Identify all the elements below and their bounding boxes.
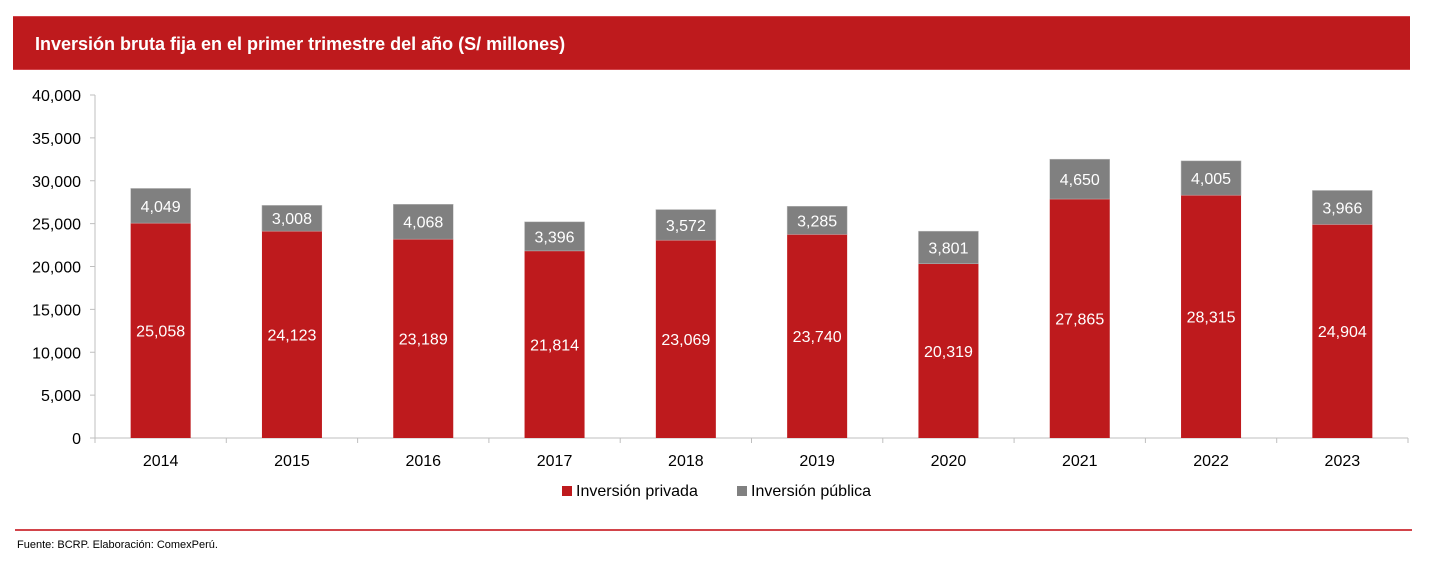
data-label-privada: 24,904 [1318, 324, 1367, 341]
bar-privada [524, 250, 585, 438]
bar-privada [787, 234, 848, 438]
data-label-privada: 23,069 [661, 332, 710, 349]
legend-swatch-publica [737, 486, 747, 496]
data-label-privada: 25,058 [136, 324, 185, 341]
legend-label-privada: Inversión privada [576, 483, 698, 500]
y-tick-label: 35,000 [32, 131, 81, 148]
bar-publica [393, 204, 454, 240]
data-label-privada: 28,315 [1187, 310, 1236, 327]
data-label-publica: 3,801 [928, 240, 968, 257]
data-label-privada: 21,814 [530, 337, 579, 354]
bar-privada [1049, 199, 1110, 438]
y-tick-label: 40,000 [32, 88, 81, 105]
footer-divider [15, 529, 1412, 531]
data-label-privada: 24,123 [267, 328, 316, 345]
data-label-publica: 4,650 [1060, 172, 1100, 189]
y-tick-label: 5,000 [41, 388, 81, 405]
bar-publica [261, 205, 323, 232]
bar-privada [261, 231, 322, 438]
bar-publica [1180, 160, 1242, 196]
bar-publica [1312, 190, 1373, 225]
x-tick-label: 2014 [143, 453, 179, 470]
data-label-publica: 4,005 [1191, 171, 1231, 188]
data-label-publica: 3,285 [797, 213, 837, 230]
bar-publica [655, 209, 717, 241]
title-bar: Inversión bruta fija en el primer trimes… [13, 16, 1410, 70]
x-tick-label: 2018 [668, 453, 704, 470]
y-tick-label: 15,000 [32, 302, 81, 319]
bar-publica [786, 206, 848, 235]
data-label-privada: 23,189 [399, 332, 448, 349]
legend-swatch-privada [562, 486, 572, 496]
bar-privada [393, 239, 454, 438]
data-label-publica: 4,068 [403, 215, 443, 232]
bar-publica [918, 230, 979, 265]
x-tick-label: 2016 [405, 453, 441, 470]
bar-privada [130, 223, 191, 438]
data-label-privada: 27,865 [1055, 312, 1104, 329]
x-tick-label: 2023 [1325, 453, 1361, 470]
data-label-publica: 3,572 [666, 218, 706, 235]
y-tick-label: 10,000 [32, 345, 81, 362]
y-tick-label: 20,000 [32, 260, 81, 277]
bar-privada [1312, 224, 1373, 438]
bar-publica [130, 188, 191, 224]
bar-privada [918, 263, 979, 438]
data-label-publica: 3,396 [535, 229, 575, 246]
x-tick-label: 2021 [1062, 453, 1098, 470]
x-tick-label: 2022 [1193, 453, 1229, 470]
data-label-privada: 23,740 [793, 329, 842, 346]
bar-publica [524, 221, 585, 252]
data-label-privada: 20,319 [924, 344, 973, 361]
y-tick-label: 0 [72, 431, 81, 448]
y-tick-label: 25,000 [32, 217, 81, 234]
chart-title: Inversión bruta fija en el primer trimes… [35, 34, 566, 54]
x-tick-label: 2019 [799, 453, 835, 470]
y-tick-label: 30,000 [32, 174, 81, 191]
data-label-publica: 3,008 [272, 211, 312, 228]
legend-label-publica: Inversión pública [751, 483, 871, 500]
data-label-publica: 3,966 [1322, 200, 1362, 217]
x-tick-label: 2020 [931, 453, 967, 470]
bar-publica [1049, 158, 1110, 200]
source-note: Fuente: BCRP. Elaboración: ComexPerú. [17, 539, 218, 551]
bar-privada [655, 240, 716, 438]
data-label-publica: 4,049 [141, 199, 181, 216]
x-tick-label: 2015 [274, 453, 310, 470]
x-tick-label: 2017 [537, 453, 573, 470]
bar-privada [1181, 195, 1242, 438]
